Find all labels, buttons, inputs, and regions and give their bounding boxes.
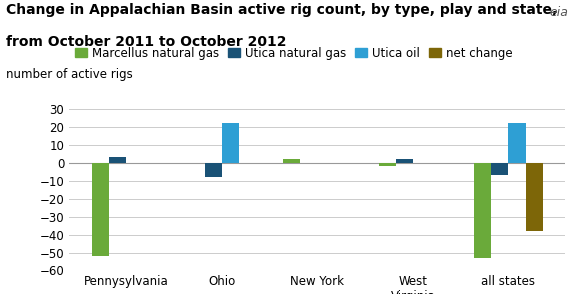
Bar [109,157,126,163]
Bar [379,163,396,166]
Text: eia: eia [549,6,568,19]
Text: from October 2011 to October 2012: from October 2011 to October 2012 [6,35,286,49]
Text: Change in Appalachian Basin active rig count, by type, play and state,: Change in Appalachian Basin active rig c… [6,3,557,17]
Bar [474,163,491,258]
Bar [283,159,300,163]
Text: number of active rigs: number of active rigs [6,68,133,81]
Bar [508,123,526,163]
Bar [396,159,413,163]
Bar [526,163,543,231]
Bar [222,123,239,163]
Bar [205,163,222,177]
Bar [92,163,109,256]
Bar [491,163,508,175]
Legend: Marcellus natural gas, Utica natural gas, Utica oil, net change: Marcellus natural gas, Utica natural gas… [75,47,512,60]
